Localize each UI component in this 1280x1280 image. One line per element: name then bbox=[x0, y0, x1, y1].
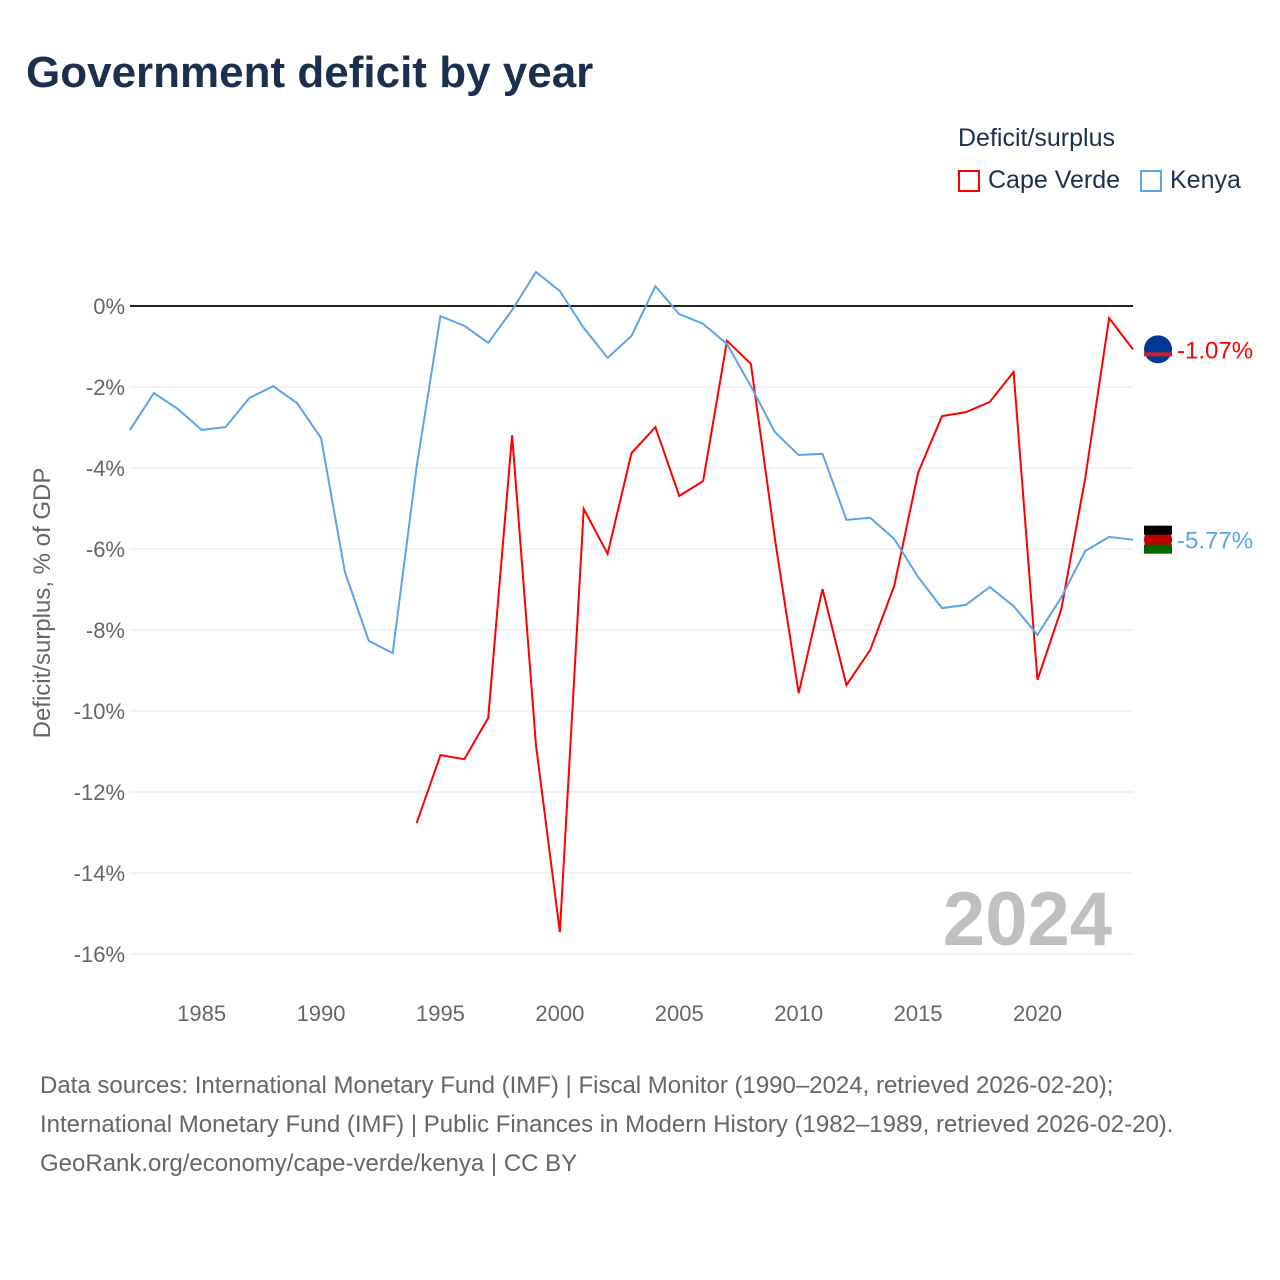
y-tick-label: -6% bbox=[86, 537, 125, 562]
series-line-cape-verde bbox=[415, 315, 1134, 933]
y-tick-label: -8% bbox=[86, 618, 125, 643]
end-value-label: -5.77% bbox=[1177, 528, 1253, 555]
legend-title: Deficit/surplus bbox=[958, 124, 1115, 152]
x-tick-label: 2005 bbox=[655, 1001, 704, 1026]
x-tick-label: 2020 bbox=[1013, 1001, 1062, 1026]
y-tick-label: -2% bbox=[86, 375, 125, 400]
end-value-label: -1.07% bbox=[1177, 337, 1253, 364]
y-axis-label: Deficit/surplus, % of GDP bbox=[29, 468, 56, 739]
legend-item-cape-verde[interactable]: Cape Verde bbox=[958, 166, 1120, 195]
y-tick-label: -10% bbox=[74, 699, 125, 724]
y-tick-label: -12% bbox=[74, 780, 125, 805]
legend-item-kenya[interactable]: Kenya bbox=[1140, 166, 1241, 195]
legend-swatch-kenya bbox=[1140, 169, 1162, 192]
legend-swatch-cape-verde bbox=[958, 169, 980, 192]
x-tick-label: 2010 bbox=[774, 1001, 823, 1026]
series-line-kenya bbox=[129, 270, 1134, 655]
legend-label-kenya: Kenya bbox=[1170, 166, 1241, 194]
y-tick-label: -4% bbox=[86, 456, 125, 481]
cape-verde-flag-icon bbox=[1144, 335, 1172, 364]
year-watermark: 2024 bbox=[943, 877, 1112, 962]
cape-verde-flag-stripe bbox=[1144, 352, 1172, 357]
credit-link[interactable]: GeoRank.org/economy/cape-verde/kenya | C… bbox=[40, 1150, 578, 1177]
chart-title: Government deficit by year bbox=[26, 48, 594, 97]
data-sources: Data sources: International Monetary Fun… bbox=[40, 1072, 1174, 1138]
y-tick-label: -16% bbox=[74, 942, 125, 967]
x-tick-label: 2015 bbox=[894, 1001, 943, 1026]
x-tick-label: 1995 bbox=[416, 1001, 465, 1026]
y-tick-label: 0% bbox=[93, 294, 125, 319]
kenya-flag-stripe-black bbox=[1144, 525, 1172, 535]
x-tick-label: 1990 bbox=[297, 1001, 346, 1026]
footer: Data sources: International Monetary Fun… bbox=[40, 1066, 1240, 1183]
x-tick-label: 2000 bbox=[535, 1001, 584, 1026]
y-tick-label: -14% bbox=[74, 861, 125, 886]
kenya-flag-stripe-green bbox=[1144, 544, 1172, 554]
x-tick-label: 1985 bbox=[177, 1001, 226, 1026]
legend-label-cape-verde: Cape Verde bbox=[988, 166, 1121, 194]
